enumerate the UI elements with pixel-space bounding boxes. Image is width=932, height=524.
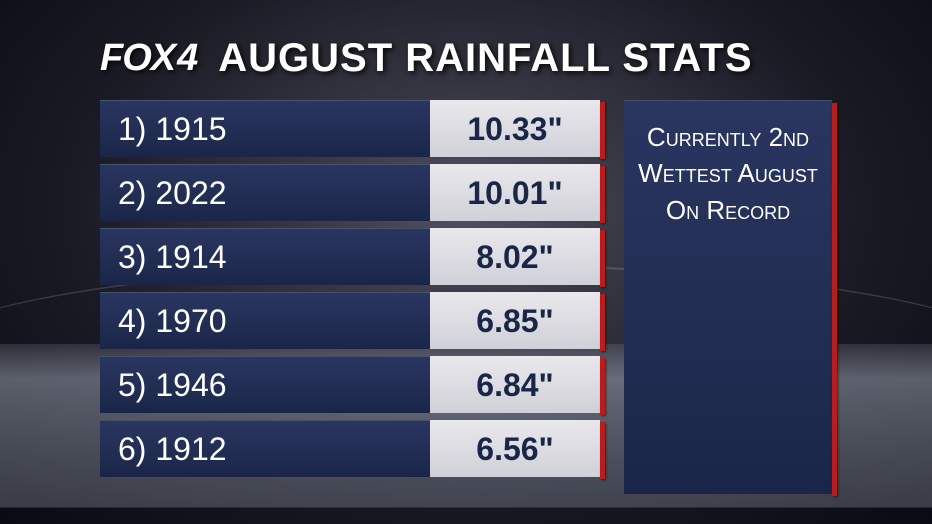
- page-title: AUGUST RAINFALL STATS: [218, 36, 752, 81]
- rank-year-cell: 4) 1970: [100, 292, 430, 349]
- side-panel-text: Currently 2nd Wettest August On Record: [624, 119, 832, 228]
- table-row: 5) 1946 6.84": [100, 356, 600, 413]
- table-row: 3) 1914 8.02": [100, 228, 600, 285]
- amount-cell: 10.33": [430, 100, 600, 157]
- table-row: 1) 1915 10.33": [100, 100, 600, 157]
- rank-year-cell: 1) 1915: [100, 100, 430, 157]
- table-row: 2) 2022 10.01": [100, 164, 600, 221]
- amount-cell: 8.02": [430, 228, 600, 285]
- amount-cell: 6.84": [430, 356, 600, 413]
- rank-year-cell: 2) 2022: [100, 164, 430, 221]
- table-row: 6) 1912 6.56": [100, 420, 600, 477]
- amount-cell: 6.85": [430, 292, 600, 349]
- logo-fox-text: FOX: [100, 37, 175, 80]
- rank-year-cell: 6) 1912: [100, 420, 430, 477]
- content-area: 1) 1915 10.33" 2) 2022 10.01" 3) 1914 8.…: [100, 100, 832, 494]
- rank-year-cell: 5) 1946: [100, 356, 430, 413]
- logo-number: 4: [177, 37, 198, 80]
- rainfall-table: 1) 1915 10.33" 2) 2022 10.01" 3) 1914 8.…: [100, 100, 600, 494]
- side-panel: Currently 2nd Wettest August On Record: [624, 100, 832, 494]
- table-row: 4) 1970 6.85": [100, 292, 600, 349]
- header: FOX 4 AUGUST RAINFALL STATS: [100, 32, 832, 84]
- amount-cell: 10.01": [430, 164, 600, 221]
- amount-cell: 6.56": [430, 420, 600, 477]
- fox4-logo: FOX 4: [100, 37, 198, 80]
- rank-year-cell: 3) 1914: [100, 228, 430, 285]
